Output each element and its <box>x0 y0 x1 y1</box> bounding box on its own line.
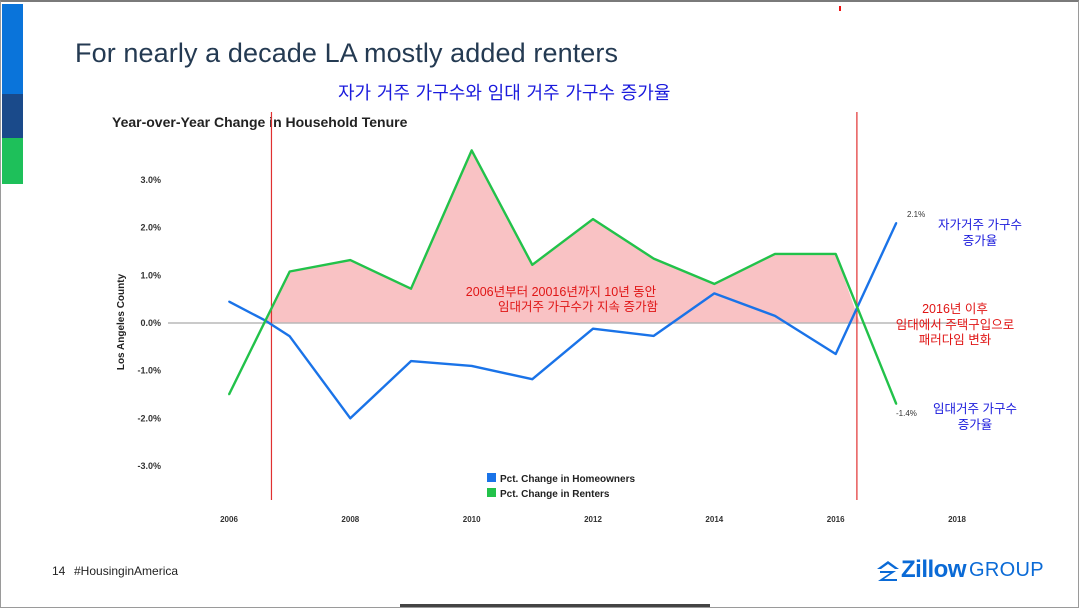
logo-group-text: GROUP <box>969 558 1044 581</box>
zillow-group-logo: Zillow GROUP <box>875 556 1044 584</box>
data-point-renters <box>774 252 776 255</box>
data-point-homeowners <box>470 365 473 367</box>
legend-swatch-homeowners <box>487 473 496 482</box>
data-point-homeowners <box>834 353 837 355</box>
page-number: 14 <box>52 564 66 578</box>
data-point-renters <box>713 283 716 285</box>
y-tick-label: 1.0% <box>140 270 161 280</box>
logo-word: Zillow <box>901 556 967 583</box>
annotation-renter-2: 증가율 <box>958 418 993 432</box>
x-tick-label: 2014 <box>705 515 723 524</box>
y-tick-label: 3.0% <box>140 175 161 185</box>
legend: Pct. Change in Homeowners Pct. Change in… <box>487 473 635 500</box>
data-point-renters <box>228 393 230 396</box>
data-point-renters <box>349 259 352 261</box>
y-tick-label: 0.0% <box>140 318 161 328</box>
legend-label-renters: Pct. Change in Renters <box>500 489 610 500</box>
y-axis-label: Los Angeles County <box>116 273 127 370</box>
data-point-homeowners <box>774 314 776 317</box>
slide-title: For nearly a decade LA mostly added rent… <box>75 38 619 68</box>
end-label-renters: -1.4% <box>896 409 917 418</box>
x-tick-label: 2016 <box>827 515 845 524</box>
data-point-renters <box>264 319 267 322</box>
data-point-homeowners <box>349 417 352 420</box>
accent-bar-green <box>2 138 23 184</box>
zillow-z-icon <box>877 561 899 581</box>
annotation-right-2: 임대에서 주택구입으로 <box>896 318 1014 332</box>
korean-subtitle: 자가 거주 가구수와 임대 거주 가구수 증가율 <box>338 83 671 104</box>
legend-label-homeowners: Pct. Change in Homeowners <box>500 474 635 485</box>
data-point-homeowners <box>531 378 534 381</box>
accent-bar-navy <box>2 94 23 138</box>
data-point-renters <box>531 263 534 266</box>
bottom-divider <box>400 604 710 607</box>
accent-bar-blue <box>2 4 23 94</box>
annotation-right-1: 2016년 이후 <box>922 302 988 316</box>
data-point-homeowners <box>895 222 898 224</box>
red-marker <box>839 6 841 11</box>
data-point-homeowners <box>592 327 594 330</box>
data-point-renters <box>470 149 473 152</box>
chart-title: Year-over-Year Change in Household Tenur… <box>112 114 408 130</box>
y-tick-label: -3.0% <box>137 461 161 471</box>
data-point-renters <box>834 252 837 255</box>
data-point-renters <box>288 270 291 273</box>
annotation-renter-1: 임대거주 가구수 <box>933 402 1017 416</box>
data-point-homeowners <box>410 360 412 363</box>
x-tick-label: 2008 <box>341 515 359 524</box>
x-tick-label: 2018 <box>948 515 966 524</box>
annotation-middle-1: 2006년부터 20016년까지 10년 동안 <box>466 285 657 299</box>
data-point-renters <box>410 287 412 290</box>
end-label-homeowners: 2.1% <box>907 210 925 219</box>
data-point-homeowners <box>713 292 716 295</box>
data-point-renters <box>592 218 594 220</box>
x-tick-label: 2010 <box>463 515 481 524</box>
annotation-owner-1: 자가거주 가구수 <box>938 218 1022 232</box>
annotation-owner-2: 증가율 <box>963 234 998 248</box>
annotation-middle-2: 임대거주 가구수가 지속 증가함 <box>498 300 658 314</box>
annotation-right-3: 패러다임 변화 <box>919 333 992 347</box>
y-tick-label: 2.0% <box>140 223 161 233</box>
data-point-homeowners <box>652 334 655 337</box>
data-point-homeowners <box>228 300 230 303</box>
x-tick-label: 2006 <box>220 515 238 524</box>
hashtag: #HousinginAmerica <box>74 564 179 578</box>
data-point-homeowners <box>288 335 291 338</box>
data-point-renters <box>895 403 898 405</box>
legend-swatch-renters <box>487 488 496 497</box>
y-tick-label: -2.0% <box>137 413 161 423</box>
data-point-renters <box>652 257 655 260</box>
y-tick-label: -1.0% <box>137 366 161 376</box>
x-tick-label: 2012 <box>584 515 602 524</box>
renter-growth-shade <box>265 150 860 323</box>
